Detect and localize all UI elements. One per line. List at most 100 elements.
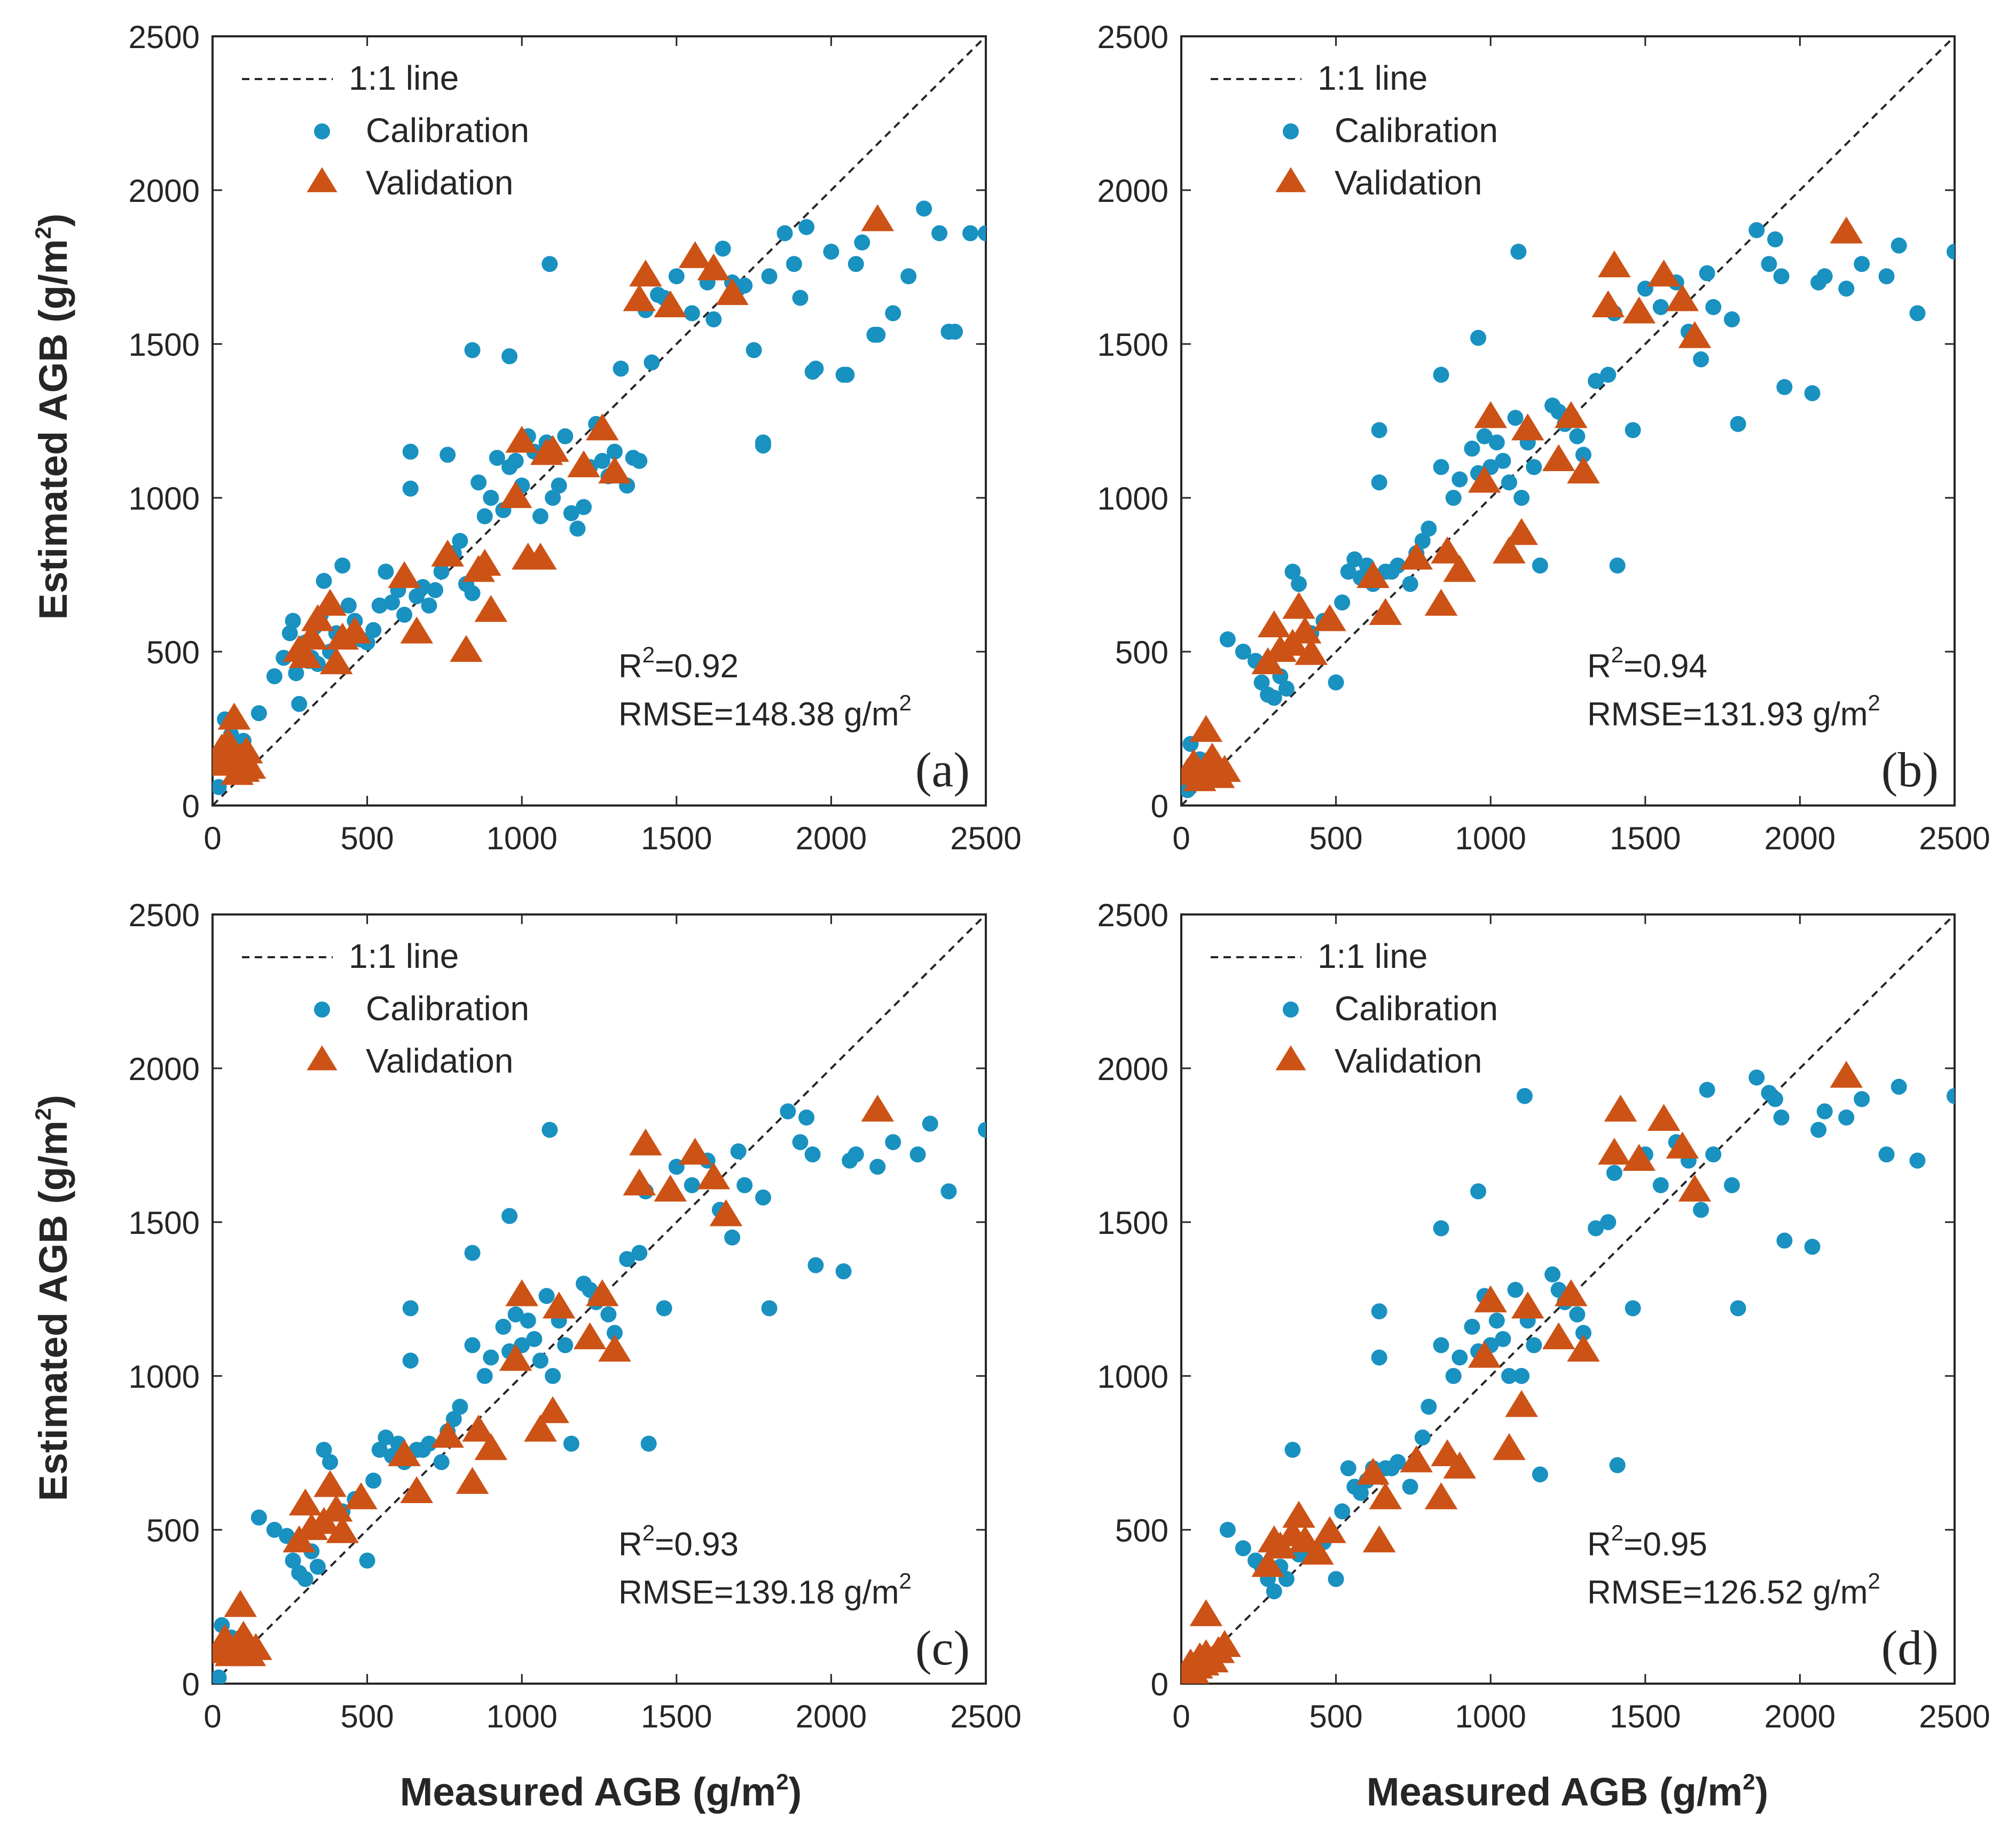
calibration-point [542,256,558,272]
validation-point [213,727,245,754]
legend-calibration-swatch [1283,123,1299,139]
legend-calibration-label: Calibration [1335,111,1498,150]
calibration-point [495,1318,512,1335]
calibration-point [644,354,660,371]
calibration-point [501,348,518,365]
calibration-point [1510,244,1527,260]
calibration-point [1501,1368,1517,1384]
calibration-point [1909,305,1926,322]
calibration-point [866,326,883,343]
r-squared-label: R2=0.95 [1587,1520,1707,1563]
x-tick-label: 2500 [950,820,1021,856]
calibration-point [705,311,722,327]
calibration-point [1507,410,1524,426]
validation-point [1666,284,1699,311]
panel-d: 00 500 500 1000 1000 1500 1500 2000 2000 2500 2500… [1097,897,1990,1734]
validation-point [431,539,464,567]
validation-point [1830,216,1863,244]
validation-point [462,1414,495,1442]
validation-point [1356,1458,1390,1485]
validation-point [1295,638,1328,665]
legend-calibration-label: Calibration [366,111,529,150]
validation-point [716,278,749,305]
calibration-point [285,613,301,629]
x-tick-label: 2000 [1764,1699,1835,1734]
calibration-point [854,234,870,251]
calibration-point [440,447,456,463]
calibration-point [1421,520,1437,537]
data-points [213,200,986,795]
calibration-point [1723,1177,1740,1193]
calibration-point [1452,1349,1468,1366]
rmse-label: RMSE=139.18 g/m2 [618,1568,912,1611]
validation-point [1288,616,1322,644]
calibration-point [1495,452,1511,469]
validation-point [536,435,569,462]
validation-point [1505,518,1538,545]
calibration-point [545,490,561,506]
validation-point [468,549,501,576]
legend-line-label: 1:1 line [349,937,459,975]
validation-point [1598,1138,1631,1165]
y-axis-title-top: Estimated AGB (g/m2) [30,214,75,620]
calibration-point [266,1522,283,1538]
calibration-point [684,1177,700,1193]
calibration-point [736,1177,753,1193]
validation-point [536,1396,569,1424]
validation-point [1189,715,1223,742]
calibration-point [1773,1109,1790,1126]
y-tick-label: 1000 [129,481,200,517]
calibration-point [807,1257,824,1273]
calibration-point [1371,422,1387,439]
calibration-point [885,1134,901,1151]
panel-letter: (b) [1881,742,1939,797]
validation-point [1362,1525,1396,1553]
calibration-point [402,1352,419,1369]
y-tick-label: 0 [182,1667,200,1702]
y-tick-label: 1000 [129,1359,200,1395]
x-tick-label: 0 [203,1699,221,1734]
calibration-point [1284,564,1301,580]
calibration-point [1699,265,1715,281]
validation-point [1400,1445,1433,1473]
calibration-point [1776,1232,1793,1249]
calibration-point [557,428,574,444]
calibration-point [359,1552,375,1569]
validation-point [431,1420,464,1448]
calibration-point [940,1183,957,1200]
calibration-point [1334,594,1351,611]
calibration-point [1878,1146,1895,1163]
calibration-point [798,219,815,236]
calibration-point [402,443,419,460]
calibration-point [483,1349,499,1366]
validation-point [1591,290,1625,318]
calibration-point [1606,1164,1622,1181]
validation-point [1369,1482,1402,1510]
calibration-point [755,434,771,451]
legend-line-label: 1:1 line [1317,59,1427,97]
validation-point [1443,1451,1477,1479]
validation-point [301,604,334,631]
calibration-point [1253,674,1270,691]
validation-point [1622,296,1656,324]
calibration-point [1334,1503,1351,1520]
validation-point [598,1334,631,1362]
calibration-point [1476,428,1493,444]
validation-point [1468,1341,1501,1368]
validation-point [239,1633,272,1660]
calibration-point [520,1312,536,1329]
calibration-point [1266,690,1282,706]
calibration-point [656,1300,672,1317]
x-tick-label: 1000 [486,820,557,856]
validation-point [623,284,656,311]
calibration-point [940,323,957,340]
validation-point [623,1168,656,1196]
calibration-point [1470,1183,1487,1200]
calibration-point [1421,1398,1437,1415]
calibration-point [396,606,413,623]
calibration-point [483,490,499,506]
calibration-point [1767,1091,1784,1107]
calibration-point [322,1454,339,1471]
validation-point [1431,536,1464,564]
calibration-point [1532,1466,1548,1483]
